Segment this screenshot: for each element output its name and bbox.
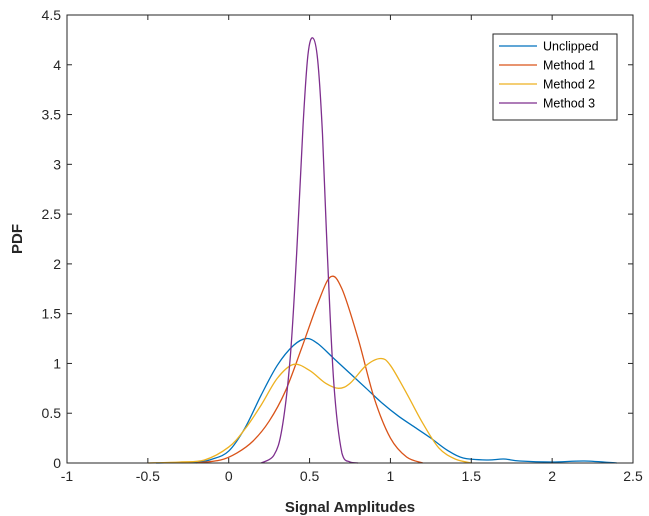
y-tick-label: 4.5 (42, 7, 62, 23)
legend-label: Method 2 (543, 78, 595, 92)
x-tick-label: 0.5 (300, 468, 320, 484)
y-tick-label: 1.5 (42, 306, 62, 322)
y-tick-label: 3 (53, 156, 61, 172)
legend-label: Method 1 (543, 59, 595, 73)
y-tick-label: 4 (53, 57, 61, 73)
legend: Unclipped Method 1 Method 2 Method 3 (492, 33, 618, 121)
y-tick-label: 0.5 (42, 405, 62, 421)
y-axis-title: PDF (9, 224, 26, 254)
legend-label: Method 3 (543, 97, 595, 111)
y-tick-label: 2.5 (42, 206, 62, 222)
x-tick-label: 1 (387, 468, 395, 484)
series-line-method-3 (260, 37, 359, 464)
y-tick-label: 1 (53, 355, 61, 371)
plot-frame (66, 14, 634, 464)
x-axis-title: Signal Amplitudes (285, 499, 415, 516)
x-tick-label: 1.5 (462, 468, 482, 484)
y-tick-label: 3.5 (42, 107, 62, 123)
axis-ticks: -1 -0.5 0 0.5 1 1.5 2 2.5 0 0.5 1 1.5 2 2.5 3 3.5 4 4.5 (42, 7, 643, 484)
series-lines (147, 37, 617, 464)
series-line-method-1 (196, 275, 423, 464)
x-tick-label: 2.5 (623, 468, 643, 484)
x-tick-label: -0.5 (136, 468, 160, 484)
y-tick-label: 2 (53, 256, 61, 272)
legend-box (492, 33, 618, 121)
x-tick-label: -1 (61, 468, 74, 484)
y-tick-label: 0 (53, 455, 61, 471)
x-tick-label: 2 (548, 468, 556, 484)
legend-label: Unclipped (543, 40, 599, 54)
series-line-method-2 (147, 357, 472, 464)
x-tick-label: 0 (225, 468, 233, 484)
